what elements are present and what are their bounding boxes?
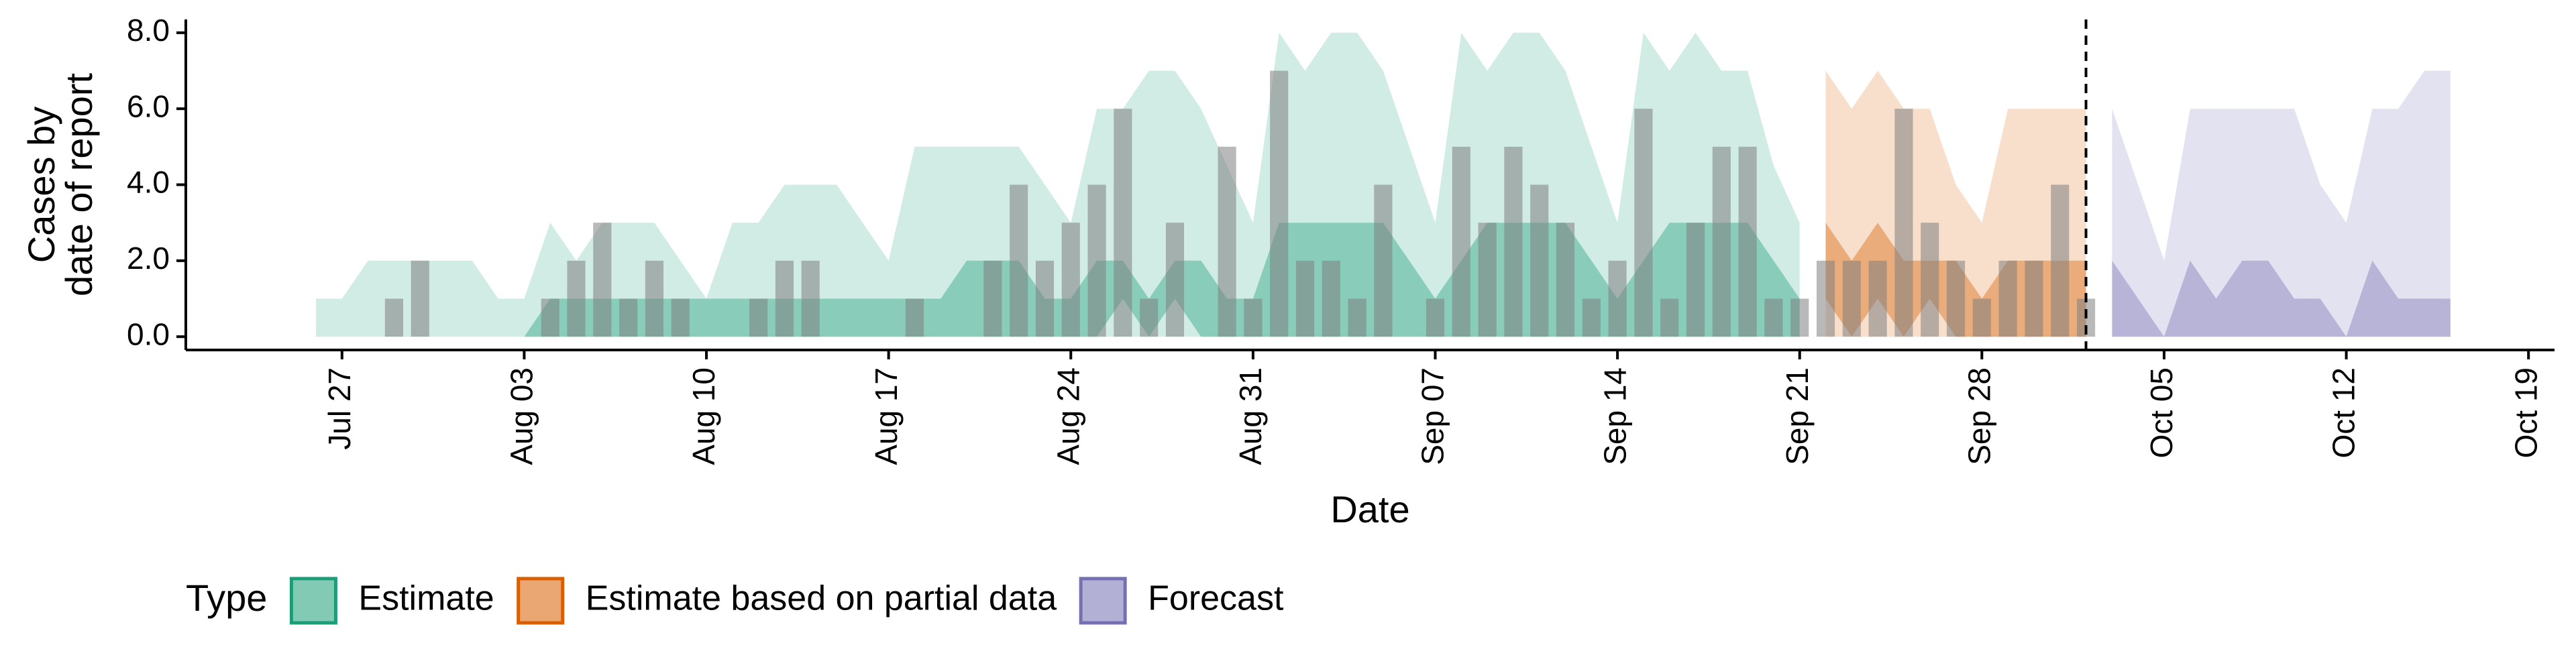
- bar: [1140, 298, 1159, 337]
- legend-label: Estimate based on partial data: [586, 579, 1057, 618]
- ribbon-outer: [2112, 70, 2451, 337]
- x-tick-label: Sep 07: [1415, 367, 1450, 465]
- y-axis-title: date of report: [58, 73, 100, 297]
- bar: [1998, 260, 2017, 337]
- bar: [1608, 260, 1627, 337]
- legend-swatch: [1079, 577, 1127, 625]
- legend-label: Forecast: [1148, 579, 1284, 618]
- bar: [1972, 298, 1991, 337]
- bar: [801, 260, 820, 337]
- bar: [1244, 298, 1263, 337]
- x-tick-label: Sep 28: [1962, 367, 1997, 465]
- bar: [645, 260, 664, 337]
- bar: [2025, 260, 2043, 337]
- bar: [1114, 109, 1132, 337]
- bar: [983, 260, 1002, 337]
- legend-title: Type: [186, 577, 267, 619]
- bar: [384, 298, 403, 337]
- legend-label: Estimate: [358, 579, 494, 618]
- y-tick-label: 0.0: [127, 316, 170, 351]
- x-tick-label: Sep 14: [1597, 367, 1632, 465]
- bar: [567, 260, 586, 337]
- ribbon-outer: [316, 32, 1800, 337]
- bar: [1426, 298, 1445, 337]
- y-tick-label: 4.0: [127, 165, 170, 200]
- bar: [411, 260, 429, 337]
- bar: [1530, 184, 1549, 337]
- bar: [1738, 146, 1757, 337]
- bar: [1946, 260, 1966, 337]
- x-tick-label: Oct 05: [2144, 367, 2179, 459]
- bar: [671, 298, 690, 337]
- bar: [1556, 223, 1575, 337]
- bar: [1270, 70, 1289, 337]
- bar: [1218, 146, 1236, 337]
- ribbon-outer: [1825, 70, 2086, 337]
- bar: [1374, 184, 1393, 337]
- y-tick-label: 6.0: [127, 89, 170, 123]
- bar: [1712, 146, 1731, 337]
- bar: [1165, 223, 1185, 337]
- y-axis-title: Cases by: [20, 107, 62, 263]
- bar: [1868, 260, 1887, 337]
- bar: [619, 298, 638, 337]
- x-tick-label: Aug 31: [1233, 367, 1268, 465]
- x-tick-label: Aug 10: [686, 367, 721, 465]
- bar: [1660, 298, 1679, 337]
- bar: [1921, 223, 1939, 337]
- bar: [1452, 146, 1470, 337]
- bar: [1790, 298, 1809, 337]
- bar: [2051, 184, 2070, 337]
- bar: [1816, 260, 1835, 337]
- bar: [1634, 109, 1653, 337]
- bar: [1061, 223, 1080, 337]
- bar: [1295, 260, 1315, 337]
- legend-swatch: [517, 577, 565, 625]
- x-tick-label: Aug 24: [1051, 367, 1085, 465]
- bar: [1348, 298, 1366, 337]
- x-tick-label: Oct 19: [2508, 367, 2543, 459]
- bar: [1010, 184, 1028, 337]
- x-axis-title: Date: [1330, 488, 1409, 530]
- bar: [1504, 146, 1523, 337]
- x-tick-label: Aug 03: [504, 367, 539, 465]
- bar: [1582, 298, 1601, 337]
- x-tick-label: Sep 21: [1780, 367, 1815, 465]
- bar: [1478, 223, 1497, 337]
- bar: [775, 260, 794, 337]
- bar: [1842, 260, 1861, 337]
- bar: [1686, 223, 1705, 337]
- bar: [593, 223, 612, 337]
- bar: [749, 298, 768, 337]
- x-tick-label: Oct 12: [2326, 367, 2361, 459]
- bar: [1894, 109, 1913, 337]
- legend-swatch: [289, 577, 337, 625]
- bar: [1322, 260, 1340, 337]
- bar: [905, 298, 924, 337]
- ribbon-inner: [2112, 260, 2451, 337]
- x-tick-label: Jul 27: [322, 367, 357, 450]
- x-tick-label: Aug 17: [869, 367, 904, 465]
- bar: [1087, 184, 1106, 337]
- bar: [541, 298, 559, 337]
- y-tick-label: 2.0: [127, 241, 170, 276]
- y-tick-label: 8.0: [127, 13, 170, 48]
- bar: [1035, 260, 1055, 337]
- bar: [1764, 298, 1783, 337]
